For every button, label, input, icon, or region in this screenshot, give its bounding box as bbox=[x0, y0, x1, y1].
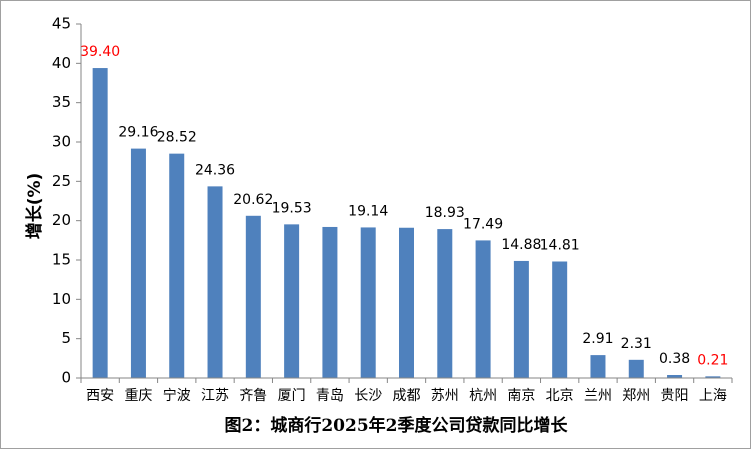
x-axis: 西安 重庆 宁波 江苏 齐鲁 厦门 青岛 长沙 成都 苏州 杭州 南京 北京 兰州 郑州 贵阳 上海 bbox=[80, 377, 733, 404]
bar bbox=[169, 153, 185, 378]
y-tick-label: 35 bbox=[52, 93, 71, 111]
y-tick-label: 20 bbox=[52, 211, 71, 229]
data-label: 14.81 bbox=[540, 237, 580, 253]
data-label: 19.53 bbox=[272, 200, 312, 216]
bar bbox=[284, 224, 300, 378]
bar bbox=[360, 227, 376, 378]
y-tick-label: 40 bbox=[52, 54, 71, 72]
data-label: 2.91 bbox=[582, 331, 613, 347]
data-label: 14.88 bbox=[501, 237, 541, 253]
x-tick-label: 上海 bbox=[699, 388, 727, 404]
data-label: 17.49 bbox=[463, 216, 503, 232]
data-label: 2.31 bbox=[621, 336, 652, 352]
x-tick-label: 长沙 bbox=[354, 388, 382, 404]
bars bbox=[92, 68, 721, 378]
data-label: 19.14 bbox=[348, 203, 388, 219]
x-tick-label: 杭州 bbox=[469, 388, 497, 404]
x-tick-label: 西安 bbox=[86, 388, 114, 404]
x-tick-label: 北京 bbox=[546, 388, 574, 404]
bar bbox=[437, 229, 453, 378]
bar bbox=[705, 376, 721, 378]
x-tick-label: 青岛 bbox=[316, 388, 344, 404]
y-tick-label: 25 bbox=[52, 172, 71, 190]
bar bbox=[628, 359, 644, 378]
y-tick-label: 0 bbox=[61, 369, 71, 387]
y-tick-label: 30 bbox=[52, 133, 71, 151]
x-tick-label: 南京 bbox=[507, 388, 535, 404]
bar bbox=[590, 355, 606, 378]
data-label: 20.62 bbox=[233, 192, 273, 208]
y-axis-ticks: 0 5 10 15 20 25 30 35 40 45 bbox=[52, 15, 81, 387]
x-tick-label: 兰州 bbox=[584, 388, 612, 404]
x-tick-label: 苏州 bbox=[431, 388, 459, 404]
data-label: 0.21 bbox=[697, 352, 728, 368]
x-tick-label: 郑州 bbox=[622, 388, 650, 404]
data-label: 18.93 bbox=[425, 205, 465, 221]
bar bbox=[552, 261, 568, 378]
chart-caption: 图2：城商行2025年2季度公司贷款同比增长 bbox=[225, 415, 569, 436]
x-tick-label: 重庆 bbox=[124, 388, 152, 404]
bar bbox=[245, 215, 261, 378]
x-tick-label: 厦门 bbox=[278, 388, 306, 404]
bar bbox=[475, 240, 491, 378]
data-label: 0.38 bbox=[659, 351, 690, 367]
y-tick-label: 5 bbox=[61, 329, 71, 347]
bar bbox=[322, 226, 338, 378]
x-tick-label: 贵阳 bbox=[661, 388, 689, 404]
data-label: 39.40 bbox=[80, 44, 120, 60]
data-label: 29.16 bbox=[118, 125, 158, 141]
data-label: 28.52 bbox=[157, 130, 197, 146]
x-tick-label: 齐鲁 bbox=[239, 388, 267, 404]
data-label: 24.36 bbox=[195, 162, 235, 178]
x-tick-label: 成都 bbox=[393, 388, 421, 404]
x-tick-label: 宁波 bbox=[163, 387, 191, 404]
y-tick-label: 15 bbox=[52, 251, 71, 269]
x-tick-label: 江苏 bbox=[201, 388, 229, 404]
bar bbox=[667, 375, 683, 378]
bar bbox=[130, 148, 146, 378]
y-axis-label: 增长(%) bbox=[24, 173, 45, 240]
bar bbox=[399, 227, 414, 378]
y-tick-label: 10 bbox=[52, 290, 71, 308]
y-tick-label: 45 bbox=[52, 15, 71, 33]
bar bbox=[513, 260, 529, 378]
bar bbox=[92, 68, 108, 378]
bar bbox=[207, 186, 223, 378]
